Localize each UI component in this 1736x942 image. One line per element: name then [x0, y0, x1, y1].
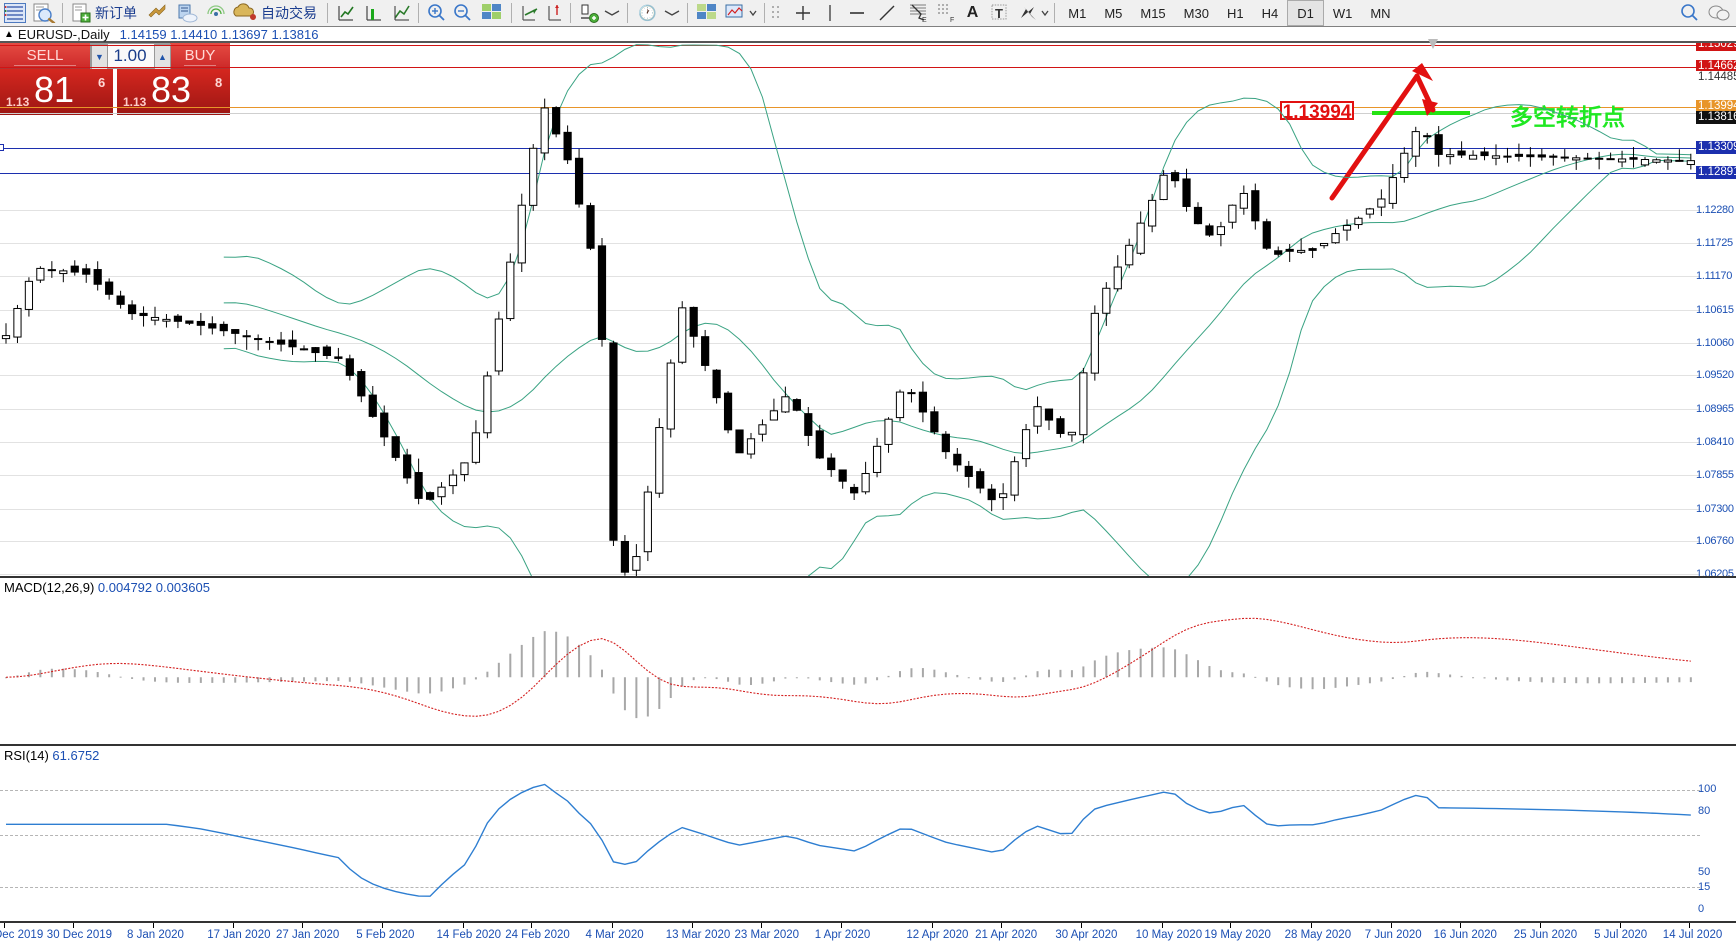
svg-text:T: T — [995, 6, 1003, 21]
svg-text:F: F — [950, 17, 954, 23]
svg-text:E: E — [922, 17, 927, 23]
